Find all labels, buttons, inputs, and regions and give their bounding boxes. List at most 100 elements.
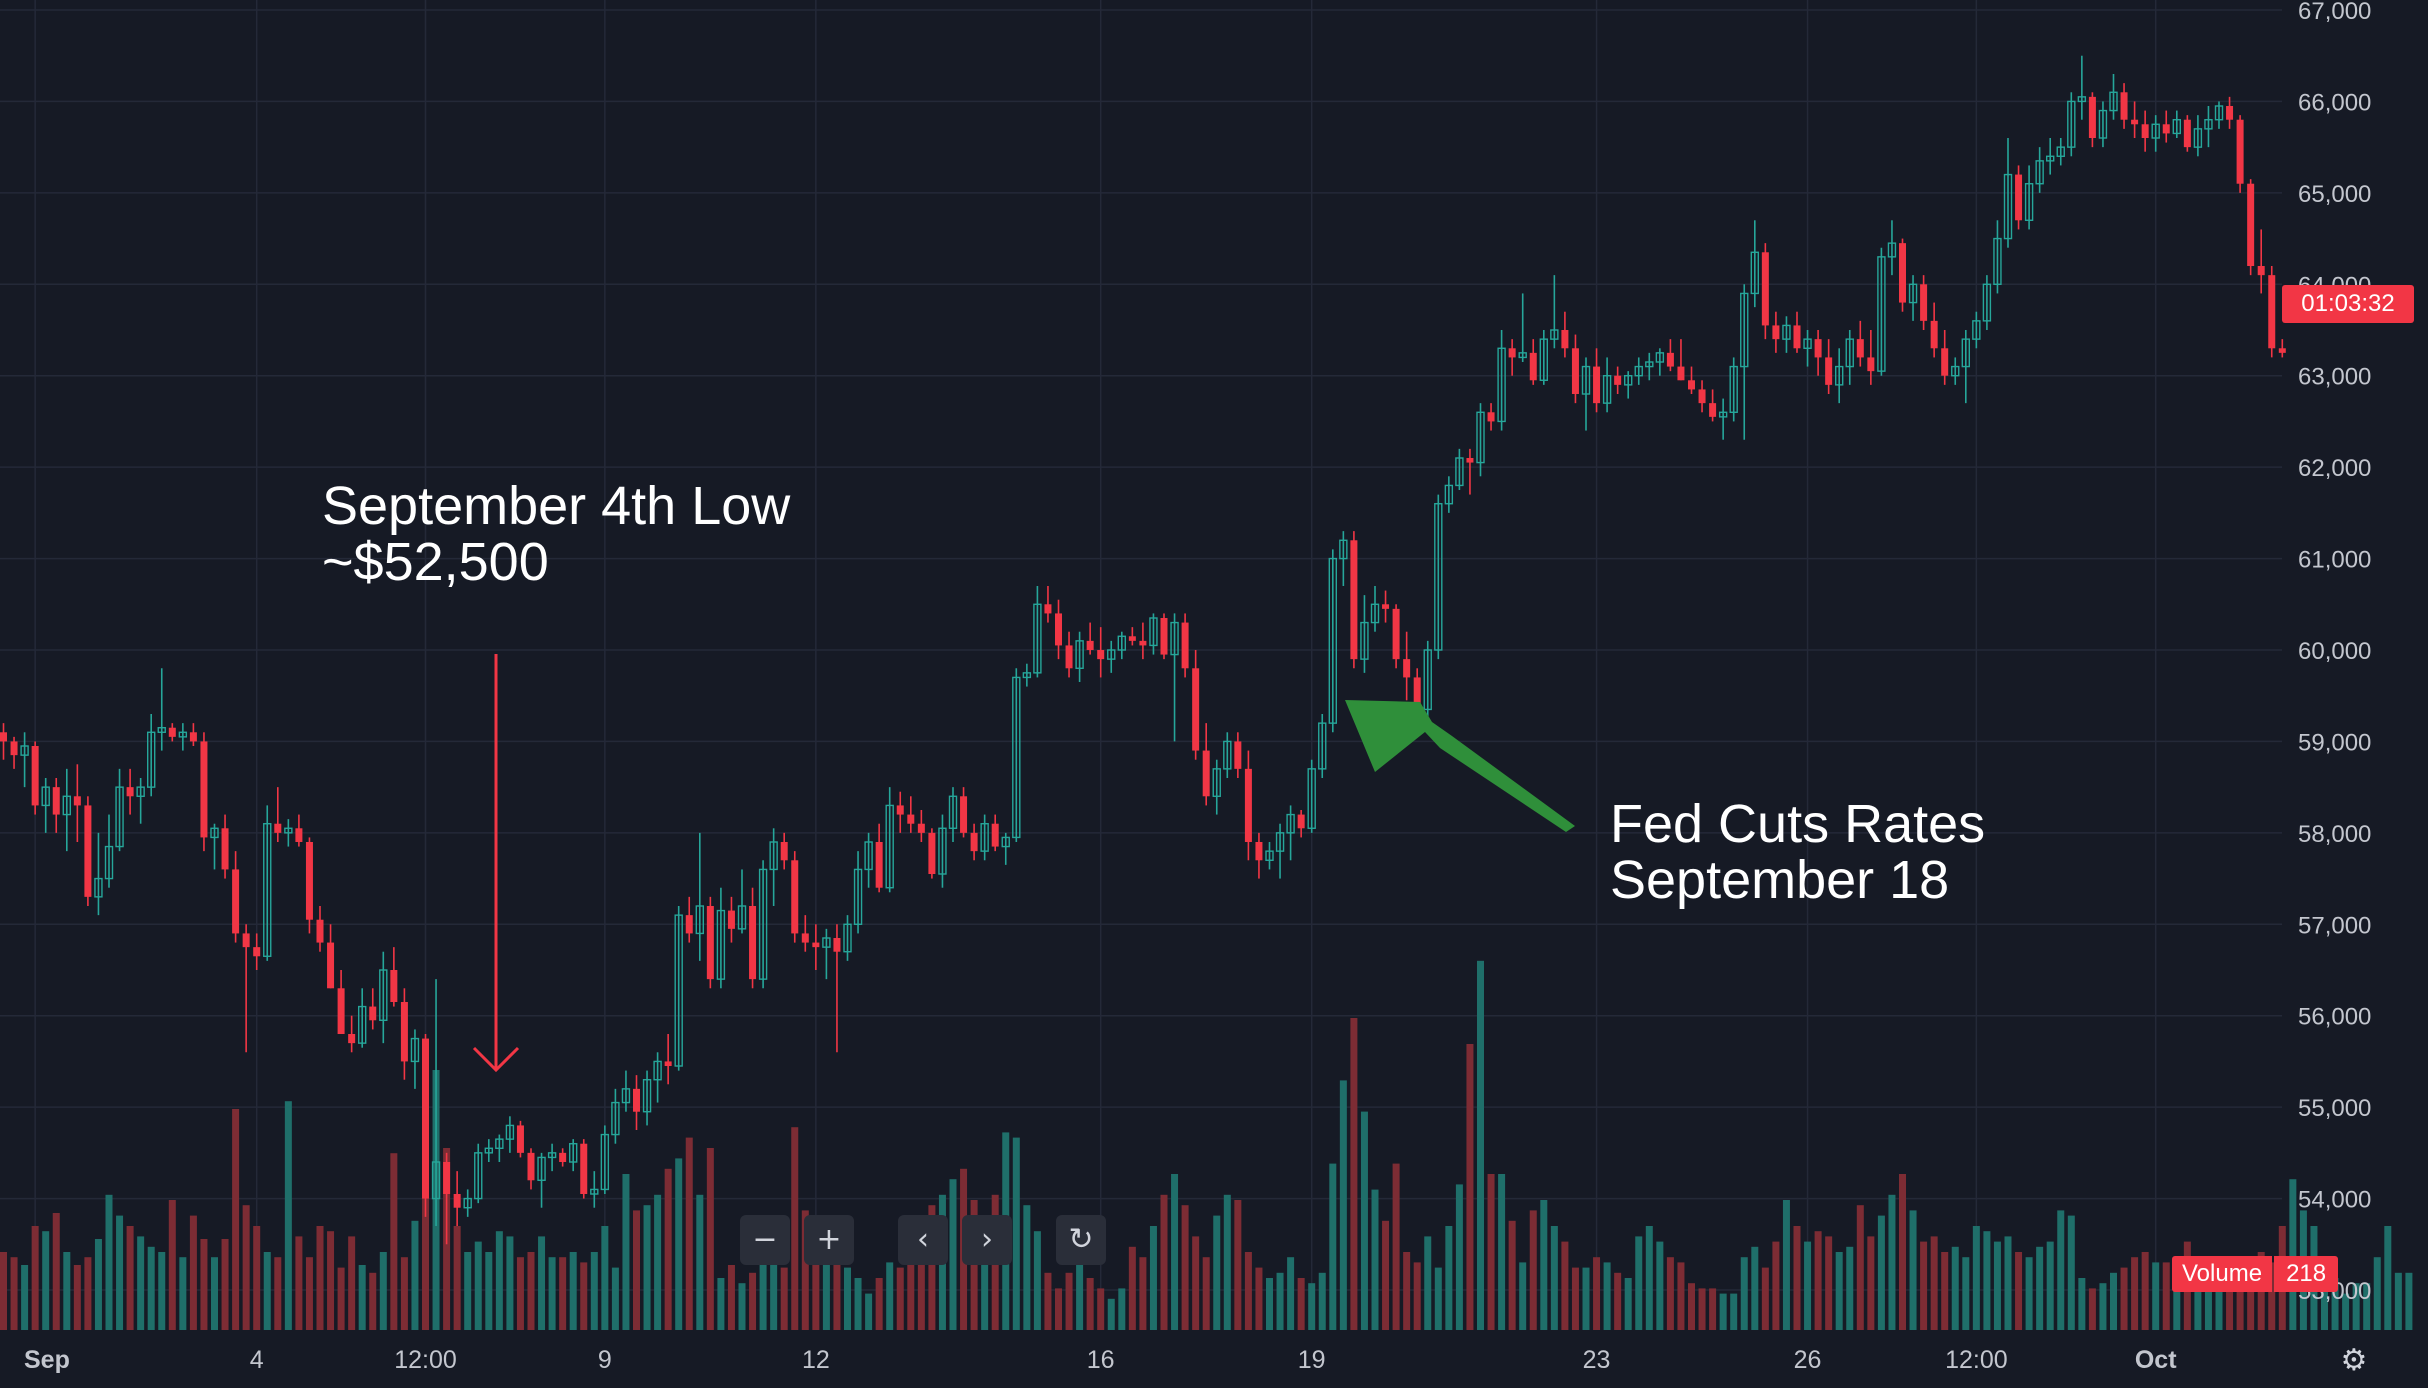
candle-body [727, 910, 735, 929]
toolbar-gap [1026, 1215, 1042, 1265]
candle-body [104, 845, 114, 880]
candle-body [1803, 338, 1812, 349]
candle-body [537, 1156, 546, 1181]
volume-bar [664, 1168, 672, 1330]
candle [52, 778, 60, 833]
scroll-right-button[interactable]: › [962, 1215, 1012, 1265]
candle [980, 814, 989, 861]
volume-bar [42, 1231, 50, 1330]
candle-body [495, 1138, 504, 1149]
volume-bar [907, 1246, 915, 1330]
candle-body [2067, 100, 2076, 148]
candle [758, 860, 768, 989]
candle [1128, 627, 1136, 646]
candle-body [2098, 109, 2108, 139]
candle [505, 1116, 515, 1153]
volume-bar [1846, 1246, 1854, 1330]
candle [991, 814, 999, 852]
x-tick-label: 9 [598, 1346, 612, 1374]
volume-bar [1223, 1194, 1231, 1330]
candle-body [938, 827, 947, 875]
volume-bar [1477, 960, 1484, 1330]
candle [1834, 348, 1844, 404]
candle [1403, 631, 1411, 701]
candle [664, 1034, 672, 1085]
candle [590, 1171, 599, 1208]
volume-bar [1329, 1163, 1337, 1330]
candle-body [274, 823, 282, 833]
volume-bar [1856, 1205, 1864, 1330]
volume-bar [158, 1252, 166, 1330]
candle-body [980, 823, 989, 852]
x-tick-label: 4 [250, 1346, 264, 1374]
candle-body [1845, 338, 1854, 368]
volume-bar [2194, 1278, 2202, 1330]
candle [1392, 604, 1400, 669]
candle-body [611, 1101, 620, 1136]
candle [2226, 96, 2234, 129]
candle [2193, 115, 2203, 157]
reset-chart-button[interactable]: ↻ [1056, 1215, 1106, 1265]
candle [801, 915, 809, 952]
volume-bar [84, 1257, 92, 1330]
candle-body [1529, 352, 1537, 381]
zoom-out-button[interactable]: − [740, 1215, 790, 1265]
candle [453, 1171, 461, 1226]
volume-bar [1487, 1174, 1495, 1330]
y-axis[interactable]: 67,00066,00065,00064,00063,00062,00061,0… [2298, 0, 2371, 1305]
candle-body [1602, 375, 1612, 404]
zoom-in-button[interactable]: + [804, 1215, 854, 1265]
candle-body [1581, 365, 1591, 395]
candle [157, 668, 166, 751]
candle-body [94, 877, 103, 898]
candle-body [2226, 106, 2234, 120]
gear-icon[interactable]: ⚙ [2340, 1342, 2368, 1378]
candle-body [896, 805, 904, 815]
candle-body [73, 796, 81, 806]
candle-body [737, 905, 747, 930]
candle-body [2003, 173, 2013, 240]
volume-bar [2162, 1262, 2170, 1330]
volume-bar [1888, 1194, 1896, 1330]
x-tick-label: 19 [1298, 1346, 1326, 1374]
candle [896, 791, 904, 833]
x-axis[interactable]: Sep 4 12:00 9 12 16 19 23 26 12:00 Oct [24, 1346, 2177, 1374]
volume-bar [1972, 1226, 1980, 1330]
candle-body [2193, 128, 2203, 148]
candle-body [390, 970, 398, 1002]
candle-body [1856, 339, 1864, 358]
candle [875, 823, 883, 893]
candle [1761, 243, 1769, 340]
volume-bar [1308, 1283, 1316, 1330]
candle [1867, 330, 1875, 385]
candle [1593, 348, 1601, 413]
volume-bar [337, 1267, 345, 1330]
candle [1160, 613, 1168, 660]
candle [1614, 366, 1622, 394]
candle-body [1718, 411, 1728, 418]
y-tick-label: 59,000 [2298, 729, 2371, 756]
candle [1993, 220, 2002, 294]
candle [1899, 238, 1906, 312]
grid-lines [0, 0, 2282, 1330]
candle-body [1740, 292, 1749, 368]
candle [1370, 586, 1380, 632]
volume-bar [2025, 1257, 2033, 1330]
candle [970, 823, 978, 861]
candle [1825, 339, 1833, 394]
candle [642, 1070, 652, 1126]
candle [1328, 549, 1338, 733]
candle [253, 933, 261, 970]
scroll-left-button[interactable]: ‹ [898, 1215, 948, 1265]
volume-bar [73, 1265, 81, 1330]
candle-body [822, 937, 831, 948]
volume-bar [1730, 1293, 1738, 1330]
candle [1698, 380, 1706, 413]
volume-bar [1930, 1236, 1938, 1330]
volume-bar [2004, 1236, 2012, 1330]
volume-bar [1023, 1205, 1031, 1330]
candle-series [0, 55, 2286, 1245]
candle [907, 796, 915, 833]
